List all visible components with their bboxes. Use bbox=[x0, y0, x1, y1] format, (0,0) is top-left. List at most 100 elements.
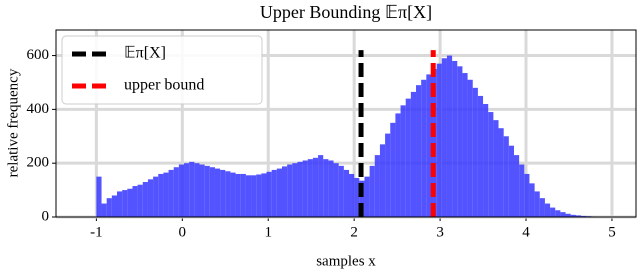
histogram-bar bbox=[370, 166, 375, 217]
histogram-bar bbox=[519, 165, 524, 217]
histogram-bar bbox=[447, 56, 452, 217]
histogram-bar bbox=[483, 104, 488, 217]
histogram-bar bbox=[210, 167, 215, 217]
histogram-bar bbox=[313, 158, 318, 217]
histogram-bar bbox=[323, 159, 328, 217]
histogram-bar bbox=[339, 166, 344, 217]
histogram-bar bbox=[246, 175, 251, 217]
histogram-bar bbox=[529, 183, 534, 217]
histogram-bar bbox=[148, 179, 153, 217]
histogram-bar bbox=[488, 112, 493, 217]
histogram-bar bbox=[437, 64, 442, 217]
histogram-bar bbox=[251, 175, 256, 217]
histogram-bar bbox=[514, 155, 519, 217]
histogram-bar bbox=[535, 191, 540, 217]
histogram-bar bbox=[96, 177, 101, 217]
histogram-bar bbox=[395, 113, 400, 217]
histogram-bar bbox=[241, 174, 246, 217]
histogram-bar bbox=[215, 169, 220, 217]
histogram-bar bbox=[375, 155, 380, 217]
histogram-bar bbox=[163, 173, 168, 217]
histogram-bar bbox=[462, 73, 467, 217]
histogram-bar bbox=[468, 80, 473, 217]
histogram-bar bbox=[545, 204, 550, 217]
histogram-bar bbox=[194, 163, 199, 217]
histogram-bar bbox=[112, 195, 117, 217]
histogram-bar bbox=[560, 212, 565, 217]
histogram-bar bbox=[107, 198, 112, 217]
histogram-bar bbox=[261, 173, 266, 217]
histogram-bar bbox=[256, 174, 261, 217]
histogram-bar bbox=[102, 204, 107, 217]
histogram-bar bbox=[385, 134, 390, 217]
histogram-bar bbox=[303, 160, 308, 217]
y-axis-label: relative frequency bbox=[5, 68, 21, 177]
histogram-bar bbox=[230, 173, 235, 217]
x-tick-label: 2 bbox=[350, 224, 358, 240]
histogram-bar bbox=[401, 105, 406, 217]
histogram-bar bbox=[117, 191, 122, 217]
histogram-bar bbox=[225, 171, 230, 217]
histogram-bar bbox=[236, 174, 241, 217]
histogram-bar bbox=[509, 146, 514, 217]
histogram-bar bbox=[411, 92, 416, 217]
histogram-bar bbox=[220, 170, 225, 217]
x-tick-label: 0 bbox=[179, 224, 187, 240]
y-tick-label: 0 bbox=[42, 208, 50, 224]
histogram-bar bbox=[292, 163, 297, 217]
histogram-bar bbox=[158, 174, 163, 217]
histogram-bar bbox=[267, 172, 272, 217]
x-tick-label: -1 bbox=[90, 224, 103, 240]
x-tick-label: 4 bbox=[522, 224, 530, 240]
histogram-bar bbox=[287, 165, 292, 217]
histogram-bar bbox=[179, 165, 184, 217]
histogram-bar bbox=[297, 162, 302, 217]
histogram-bar bbox=[380, 144, 385, 217]
histogram-bar bbox=[199, 165, 204, 217]
histogram-bar bbox=[334, 163, 339, 217]
histogram-bar bbox=[457, 66, 462, 217]
histogram-bar bbox=[308, 159, 313, 217]
histogram-bar bbox=[169, 170, 174, 217]
histogram-bar bbox=[493, 120, 498, 217]
histogram-bar bbox=[442, 58, 447, 217]
histogram-bar bbox=[406, 99, 411, 217]
histogram-bar bbox=[282, 166, 287, 217]
legend-label: upper bound bbox=[124, 77, 204, 94]
histogram-bar bbox=[328, 160, 333, 217]
x-axis-label: samples x bbox=[316, 253, 376, 269]
histogram-bar bbox=[550, 208, 555, 217]
histogram-bar bbox=[364, 177, 369, 217]
histogram-bar bbox=[524, 174, 529, 217]
histogram-bar bbox=[277, 169, 282, 217]
histogram-bar bbox=[452, 61, 457, 217]
y-tick-label: 400 bbox=[27, 101, 50, 117]
histogram-bar bbox=[499, 128, 504, 217]
histogram-bar bbox=[205, 166, 210, 217]
histogram-bar bbox=[153, 177, 158, 217]
histogram-bar bbox=[540, 198, 545, 217]
histogram-bar bbox=[138, 185, 143, 217]
histogram-bar bbox=[272, 170, 277, 217]
histogram-bar bbox=[421, 80, 426, 217]
histogram-bar bbox=[344, 170, 349, 217]
x-tick-label: 5 bbox=[608, 224, 616, 240]
histogram-bar bbox=[390, 123, 395, 217]
x-tick-label: 3 bbox=[436, 224, 444, 240]
histogram-bar bbox=[143, 182, 148, 217]
histogram-bar bbox=[132, 186, 137, 217]
histogram-bar bbox=[478, 96, 483, 217]
histogram-bar bbox=[504, 136, 509, 217]
histogram-bar bbox=[174, 167, 179, 217]
histogram-bar bbox=[555, 210, 560, 217]
y-tick-label: 600 bbox=[27, 47, 50, 63]
chart-title: Upper Bounding 𝔼π[X] bbox=[260, 2, 432, 22]
histogram-bar bbox=[473, 88, 478, 217]
histogram-bar bbox=[318, 155, 323, 217]
histogram-bar bbox=[349, 174, 354, 217]
histogram-bar bbox=[122, 190, 127, 217]
y-tick-label: 200 bbox=[27, 155, 50, 171]
histogram-bar bbox=[416, 85, 421, 217]
histogram-bar bbox=[127, 189, 132, 217]
